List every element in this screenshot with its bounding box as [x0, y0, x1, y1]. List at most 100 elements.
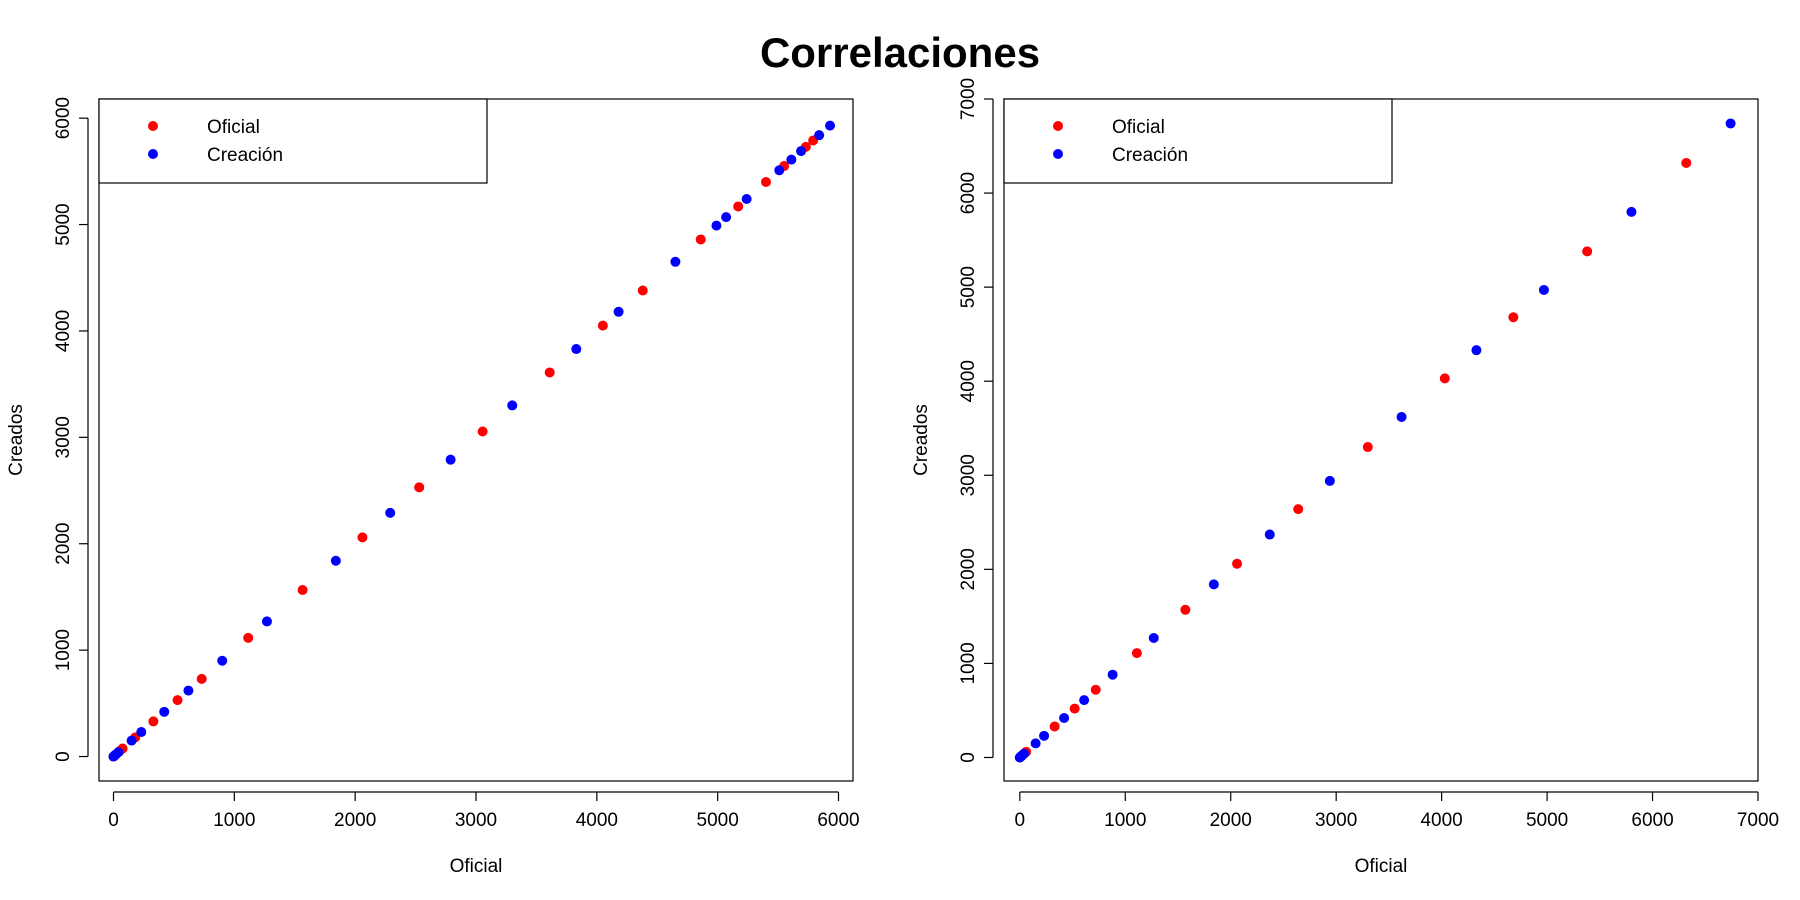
data-point: [1039, 730, 1050, 741]
data-point: [1069, 703, 1080, 714]
legend-marker: [148, 149, 158, 159]
series-creación: [1014, 118, 1736, 763]
data-point: [825, 120, 836, 131]
data-point: [357, 532, 368, 543]
x-tick-label: 7000: [1737, 810, 1779, 831]
data-point: [741, 194, 752, 205]
x-tick-label: 3000: [1315, 810, 1357, 831]
data-point: [385, 507, 396, 518]
data-point: [113, 747, 124, 758]
data-point: [1264, 529, 1275, 540]
y-tick-label: 7000: [958, 78, 979, 120]
data-point: [261, 616, 272, 627]
x-tick-label: 2000: [1210, 810, 1252, 831]
data-point: [571, 344, 582, 355]
x-tick-label: 6000: [817, 810, 859, 831]
data-point: [243, 632, 254, 643]
y-tick-label: 4000: [53, 310, 74, 352]
y-tick-label: 1000: [53, 629, 74, 671]
data-point: [414, 482, 425, 493]
data-point: [637, 285, 648, 296]
data-point: [597, 320, 608, 331]
data-point: [196, 673, 207, 684]
data-point: [1293, 504, 1304, 515]
series-creación: [108, 120, 836, 762]
data-point: [774, 165, 785, 176]
x-tick-label: 3000: [455, 810, 497, 831]
data-point: [796, 146, 807, 157]
y-tick-label: 5000: [958, 266, 979, 308]
data-point: [1439, 373, 1450, 384]
data-point: [1148, 633, 1159, 644]
x-axis-label: Oficial: [1355, 856, 1408, 877]
y-tick-label: 3000: [958, 454, 979, 496]
y-tick-label: 6000: [53, 97, 74, 139]
data-point: [1362, 442, 1373, 453]
data-point: [1582, 246, 1593, 257]
x-tick-label: 0: [1015, 810, 1026, 831]
data-point: [1030, 738, 1041, 749]
legend: Oficial Creación: [1003, 98, 1393, 184]
chart-panel-1: 0 1000 2000 3000 4000 5000 6000 0 1000 2000 3000 40…: [6, 97, 860, 877]
x-tick-label: 2000: [334, 810, 376, 831]
y-tick-label: 3000: [53, 416, 74, 458]
data-point: [1626, 206, 1637, 217]
data-point: [477, 426, 488, 437]
data-point: [544, 367, 555, 378]
data-point: [1232, 558, 1243, 569]
legend-entry: Creación: [207, 145, 283, 166]
legend-entry: Oficial: [207, 117, 260, 138]
data-point: [670, 256, 681, 267]
y-tick-label: 0: [958, 752, 979, 763]
data-point: [217, 655, 228, 666]
data-point: [721, 212, 732, 223]
x-tick-label: 6000: [1631, 810, 1673, 831]
data-point: [1059, 712, 1070, 723]
data-point: [1396, 411, 1407, 422]
data-point: [445, 454, 456, 465]
data-point: [1471, 345, 1482, 356]
data-point: [1208, 579, 1219, 590]
data-point: [1090, 684, 1101, 695]
x-tick-label: 5000: [1526, 810, 1568, 831]
legend: Oficial Creación: [98, 98, 488, 184]
data-point: [695, 234, 706, 245]
legend-entry: Oficial: [1112, 117, 1165, 138]
x-axis-label: Oficial: [450, 856, 503, 877]
data-point: [1107, 669, 1118, 680]
data-point: [761, 176, 771, 187]
series-oficial: [108, 135, 819, 762]
chart-panel-2: 0 1000 2000 3000 4000 5000 6000 7000 0 1000 2000 30…: [911, 78, 1779, 877]
data-point: [1019, 748, 1030, 759]
data-point: [136, 727, 147, 738]
x-tick-label: 4000: [1420, 810, 1462, 831]
data-point: [507, 400, 518, 411]
chart-panels: 0 1000 2000 3000 4000 5000 6000 0 1000 2000 3000 40…: [6, 78, 1779, 877]
data-point: [1725, 118, 1736, 129]
data-point: [733, 201, 744, 212]
y-tick-label: 1000: [958, 642, 979, 684]
y-tick-label: 0: [53, 751, 74, 762]
y-axis-label: Creados: [911, 404, 932, 476]
data-point: [613, 306, 624, 317]
data-point: [183, 685, 194, 696]
data-point: [159, 706, 170, 717]
legend-marker: [1053, 149, 1063, 159]
data-point: [1079, 695, 1090, 706]
data-point: [1324, 475, 1335, 486]
data-point: [330, 555, 341, 566]
legend-box: [98, 98, 488, 184]
y-tick-label: 4000: [958, 360, 979, 402]
data-point: [172, 695, 183, 706]
data-point: [1508, 312, 1519, 323]
data-point: [711, 220, 722, 231]
legend-marker: [148, 121, 158, 131]
y-tick-label: 2000: [958, 548, 979, 590]
y-tick-label: 2000: [53, 523, 74, 565]
data-point: [1538, 284, 1549, 295]
plot-frame: [98, 98, 854, 782]
data-point: [814, 130, 825, 141]
y-tick-label: 5000: [53, 203, 74, 245]
